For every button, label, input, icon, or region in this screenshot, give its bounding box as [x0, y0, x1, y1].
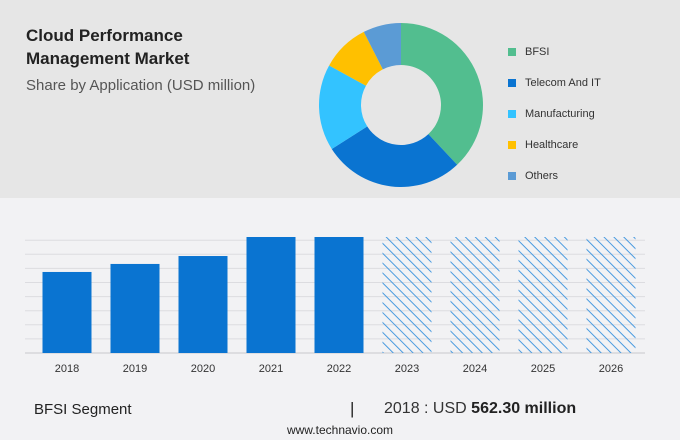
donut-slice-healthcare [329, 31, 383, 86]
x-tick-2018: 2018 [55, 363, 79, 375]
x-tick-2025: 2025 [531, 363, 555, 375]
legend-label: BFSI [525, 45, 550, 58]
bar-2019 [110, 263, 160, 353]
segment-label: BFSI Segment [34, 401, 132, 418]
bar-2020 [178, 256, 228, 353]
legend-item: BFSI [508, 36, 601, 67]
website-link[interactable]: www.technavio.com [286, 423, 394, 437]
bar-2023 [382, 237, 432, 353]
legend-swatch [508, 78, 516, 87]
x-tick-2026: 2026 [599, 363, 623, 375]
bar-2018 [42, 271, 92, 353]
x-tick-2019: 2019 [123, 363, 147, 375]
legend-item: Manufacturing [508, 98, 601, 129]
legend-swatch [508, 47, 516, 56]
legend-label: Telecom And IT [525, 76, 601, 89]
bar-2022 [314, 237, 364, 353]
x-tick-2024: 2024 [463, 363, 487, 375]
legend-item: Telecom And IT [508, 67, 601, 98]
x-tick-2023: 2023 [395, 363, 419, 375]
donut-slice-others [363, 23, 401, 70]
legend-swatch [508, 140, 516, 149]
legend: BFSI Telecom And IT Manufacturing Healthcar… [508, 36, 601, 191]
donut-slice-bfsi [401, 22, 484, 165]
donut-slice-telecom-and-it [331, 126, 458, 188]
bar-2021 [246, 237, 296, 353]
segment-value: 2018 : USD 562.30 million [384, 400, 576, 418]
x-tick-2022: 2022 [327, 363, 351, 375]
separator: | [350, 399, 355, 418]
legend-item: Healthcare [508, 129, 601, 160]
x-tick-2021: 2021 [259, 363, 283, 375]
year-label: 2018 : USD [384, 400, 467, 417]
chart-title: Cloud Performance Management Market [26, 26, 190, 68]
value-text: 562.30 million [471, 400, 577, 417]
x-tick-2020: 2020 [191, 363, 215, 375]
legend-label: Others [525, 169, 559, 182]
legend-swatch [508, 171, 516, 180]
bar-2026 [586, 237, 636, 353]
donut-slice-manufacturing [318, 65, 368, 149]
bar-2025 [518, 237, 568, 353]
legend-label: Manufacturing [525, 107, 595, 120]
x-axis-ticks: 2018 2019 2020 2021 2022 2023 2024 2025 2026 [55, 363, 623, 375]
legend-item: Others [508, 160, 601, 191]
donut-chart [318, 22, 484, 188]
legend-swatch [508, 109, 516, 118]
legend-label: Healthcare [525, 138, 579, 151]
bar-2024 [450, 237, 500, 353]
chart-subtitle: Share by Application (USD million) [26, 77, 256, 94]
bar-series [42, 237, 636, 353]
